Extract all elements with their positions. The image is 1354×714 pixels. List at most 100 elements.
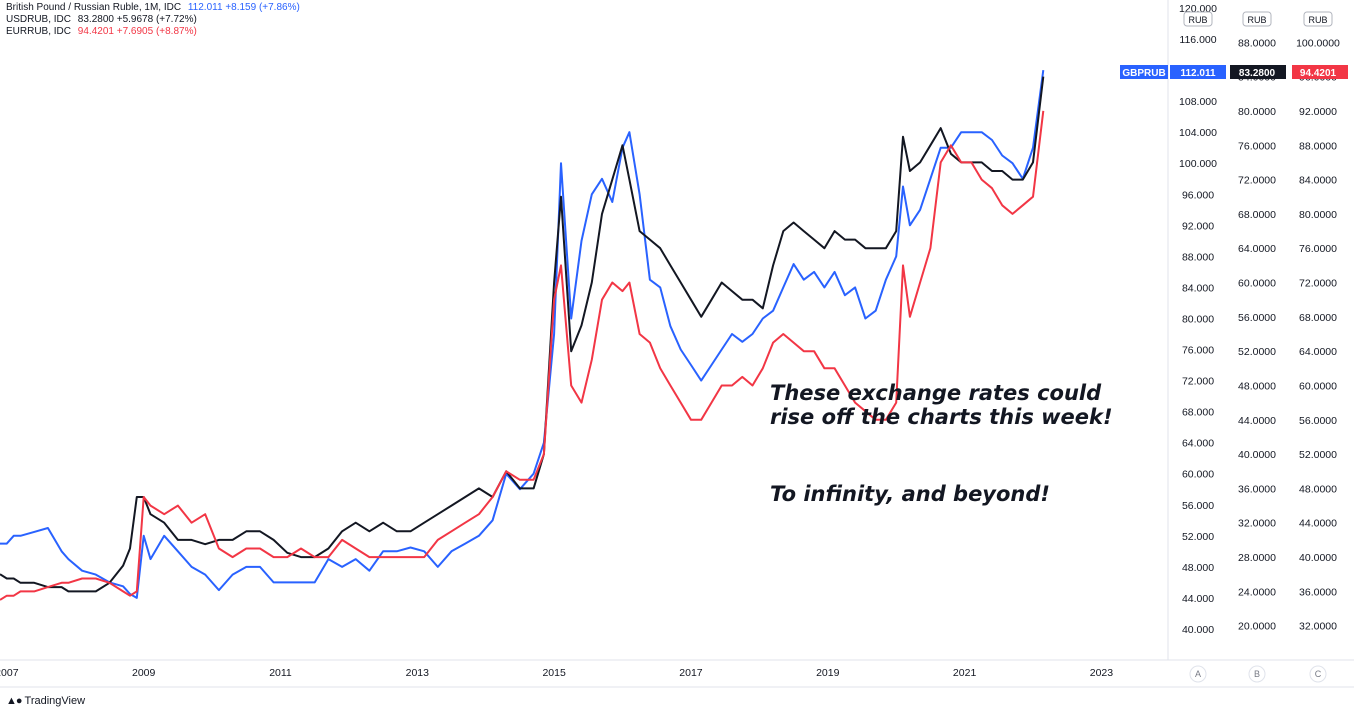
x-tick-label: 2013 — [406, 667, 430, 679]
y-tick-label: 84.0000 — [1299, 175, 1337, 187]
tradingview-logo-icon: ▲● — [6, 695, 23, 707]
y-tick-label: 56.0000 — [1299, 415, 1337, 427]
last-value-tag-text: 83.2800 — [1239, 68, 1276, 79]
y-tick-label: 96.000 — [1182, 189, 1214, 201]
y-tick-label: 40.0000 — [1238, 449, 1276, 461]
series-line-2 — [0, 110, 1045, 601]
y-tick-label: 72.000 — [1182, 376, 1214, 388]
x-tick-label: 2019 — [816, 667, 840, 679]
legend-gbprub-name: British Pound / Russian Ruble, 1M, IDC — [6, 2, 182, 13]
y-tick-label: 44.0000 — [1299, 518, 1337, 530]
y-tick-label: 72.0000 — [1299, 278, 1337, 290]
scale-letter-label: A — [1195, 669, 1201, 679]
y-tick-label: 76.0000 — [1299, 243, 1337, 255]
y-tick-label: 52.0000 — [1299, 449, 1337, 461]
y-tick-label: 32.0000 — [1238, 518, 1276, 530]
y-tick-label: 92.000 — [1182, 220, 1214, 232]
scale-letter-button[interactable] — [1189, 665, 1207, 683]
y-tick-label: 80.0000 — [1299, 209, 1337, 221]
y-tick-label: 60.0000 — [1238, 278, 1276, 290]
y-tick-label: 100.0000 — [1296, 37, 1340, 49]
y-tick-label: 44.000 — [1182, 593, 1214, 605]
scale-currency-label: RUB — [1247, 15, 1266, 25]
x-tick-label: 2015 — [542, 667, 566, 679]
y-tick-label: 24.0000 — [1238, 586, 1276, 598]
y-tick-label: 32.0000 — [1299, 621, 1337, 633]
y-tick-label: 60.0000 — [1299, 380, 1337, 392]
y-tick-label: 116.000 — [1179, 34, 1216, 46]
scale-letter-button[interactable] — [1248, 665, 1266, 683]
y-tick-label: 104.000 — [1179, 127, 1217, 139]
y-tick-label: 88.0000 — [1238, 37, 1276, 49]
y-tick-label: 48.000 — [1182, 562, 1214, 574]
y-tick-label: 20.0000 — [1238, 621, 1276, 633]
x-tick-label: 2007 — [0, 667, 19, 679]
chart-legend: British Pound / Russian Ruble, 1M, IDC 1… — [6, 2, 300, 38]
last-value-tag — [1230, 65, 1286, 79]
y-tick-label: 56.000 — [1182, 500, 1214, 512]
last-value-tag — [1292, 65, 1348, 79]
legend-eurrub-name: EURRUB, IDC — [6, 26, 72, 37]
y-tick-label: 48.0000 — [1299, 483, 1337, 495]
y-tick-label: 84.000 — [1182, 282, 1214, 294]
y-tick-label: 88.000 — [1182, 251, 1214, 263]
last-value-tag-text: 94.4201 — [1300, 68, 1337, 79]
legend-usdrub-change: +5.9678 (+7.72%) — [116, 14, 197, 25]
y-tick-label: 108.000 — [1179, 96, 1217, 108]
gbprub-symbol-tag — [1120, 65, 1168, 79]
x-tick-label: 2011 — [269, 667, 292, 679]
brand-text: TradingView — [24, 695, 86, 707]
y-tick-label: 48.0000 — [1238, 380, 1276, 392]
y-tick-label: 56.0000 — [1238, 312, 1276, 324]
y-tick-label: 68.000 — [1182, 407, 1214, 419]
legend-gbprub-change: +8.159 (+7.86%) — [225, 2, 300, 13]
annotation-line-3: To infinity, and beyond! — [770, 482, 1050, 506]
y-tick-label: 76.0000 — [1238, 140, 1276, 152]
scale-letter-label: B — [1254, 669, 1260, 679]
y-tick-label: 64.0000 — [1238, 243, 1276, 255]
y-tick-label: 80.0000 — [1238, 106, 1276, 118]
x-tick-label: 2009 — [132, 667, 156, 679]
series-line-1 — [0, 76, 1045, 593]
legend-gbprub-value: 112.011 — [187, 2, 223, 13]
y-tick-label: 100.000 — [1179, 158, 1217, 170]
y-tick-label: 68.0000 — [1238, 209, 1276, 221]
last-value-tag — [1170, 65, 1226, 79]
legend-eurrub-change: +7.6905 (+8.87%) — [116, 26, 197, 37]
y-tick-label: 68.0000 — [1299, 312, 1337, 324]
y-tick-label: 40.000 — [1182, 624, 1214, 636]
y-tick-label: 80.000 — [1182, 313, 1214, 325]
gbprub-symbol-tag-text: GBPRUB — [1122, 68, 1165, 79]
y-tick-label: 28.0000 — [1238, 552, 1276, 564]
y-tick-label: 36.0000 — [1238, 483, 1276, 495]
y-tick-label: 72.0000 — [1238, 175, 1276, 187]
x-tick-label: 2023 — [1090, 667, 1114, 679]
scale-currency-badge[interactable] — [1303, 11, 1333, 27]
scale-currency-label: RUB — [1308, 15, 1327, 25]
scale-letter-label: C — [1315, 669, 1322, 679]
y-tick-label: 88.0000 — [1299, 140, 1337, 152]
scale-letter-button[interactable] — [1309, 665, 1327, 683]
y-tick-label: 40.0000 — [1299, 552, 1337, 564]
x-tick-label: 2017 — [679, 667, 703, 679]
y-tick-label: 60.000 — [1182, 469, 1214, 481]
tradingview-brand[interactable]: ▲● TradingView — [6, 695, 85, 707]
legend-usdrub-name: USDRUB, IDC — [6, 14, 72, 25]
y-tick-label: 36.0000 — [1299, 586, 1337, 598]
y-tick-label: 64.000 — [1182, 438, 1214, 450]
last-value-tag-text: 112.011 — [1180, 68, 1215, 79]
y-tick-label: 64.0000 — [1299, 346, 1337, 358]
legend-row-usdrub: USDRUB, IDC 83.2800 +5.9678 (+7.72%) — [6, 14, 300, 26]
y-tick-label: 52.0000 — [1238, 346, 1276, 358]
y-tick-label: 52.000 — [1182, 531, 1214, 543]
legend-usdrub-value: 83.2800 — [77, 14, 114, 25]
x-tick-label: 2021 — [953, 667, 977, 679]
scale-currency-label: RUB — [1188, 15, 1207, 25]
legend-row-gbprub: British Pound / Russian Ruble, 1M, IDC 1… — [6, 2, 300, 14]
y-tick-label: 76.000 — [1182, 345, 1214, 357]
legend-row-eurrub: EURRUB, IDC 94.4201 +7.6905 (+8.87%) — [6, 26, 300, 38]
annotation-line-1: These exchange rates could — [770, 381, 1102, 405]
scale-currency-badge[interactable] — [1242, 11, 1272, 27]
scale-currency-badge[interactable] — [1183, 11, 1213, 27]
